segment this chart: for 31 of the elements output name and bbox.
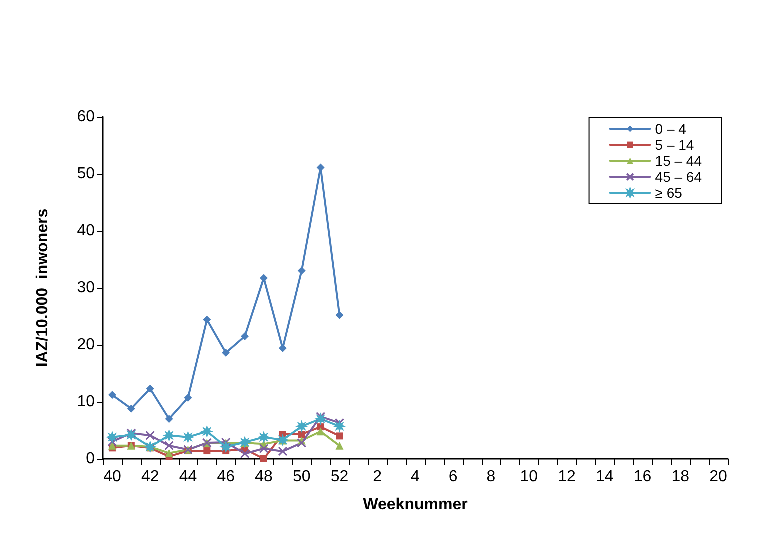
x-tick-label: 20: [710, 468, 728, 486]
y-tick-label: 20: [77, 336, 96, 354]
x-axis-title: Weeknummer: [363, 496, 468, 514]
y-tick-label: 40: [77, 222, 96, 240]
x-tick-label: 6: [448, 468, 458, 486]
x-tick-label: 42: [141, 468, 160, 486]
x-tick-label: 50: [292, 468, 311, 486]
legend-label: 45 – 64: [655, 169, 702, 185]
x-tick-label: 4: [411, 468, 420, 486]
x-tick-label: 18: [672, 468, 690, 486]
x-tick-label: 52: [330, 468, 349, 486]
y-tick-label: 10: [77, 394, 96, 410]
y-tick-label: 0: [86, 450, 96, 468]
y-tick-label: 50: [77, 166, 96, 182]
y-axis-title: IAZ/10.000 inwoners: [34, 208, 52, 368]
x-tick-label: 16: [634, 468, 652, 486]
y-tick-label: 60: [77, 108, 96, 126]
x-tick-label: 2: [373, 468, 382, 486]
x-tick-label: 40: [104, 468, 122, 486]
x-tick-label: 14: [596, 468, 614, 486]
x-tick-label: 10: [520, 468, 538, 486]
y-tick-label: 30: [77, 280, 96, 296]
legend-label: 15 – 44: [655, 153, 702, 169]
x-tick-label: 12: [558, 468, 576, 486]
legend-label: 5 – 14: [655, 137, 694, 153]
x-tick-label: 48: [255, 468, 273, 486]
x-tick-label: 8: [486, 468, 496, 486]
x-tick-label: 44: [179, 468, 198, 486]
x-tick-label: 46: [217, 468, 236, 486]
legend-label: ≥ 65: [655, 185, 683, 201]
legend-label: 0 – 4: [655, 121, 687, 137]
